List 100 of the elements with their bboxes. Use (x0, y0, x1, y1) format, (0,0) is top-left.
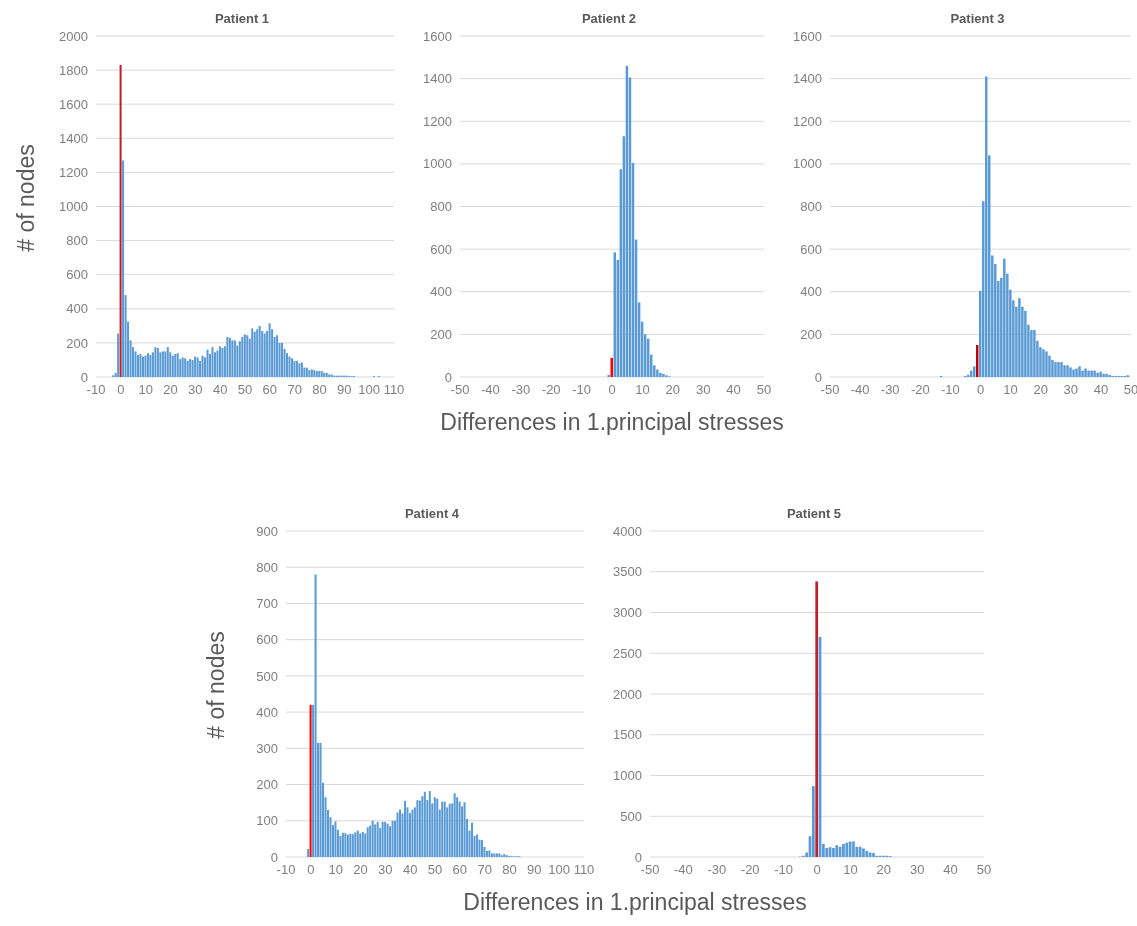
bar (490, 853, 493, 857)
bar (436, 798, 439, 857)
bar (475, 834, 479, 857)
y-tick-label: 1400 (423, 71, 452, 87)
x-tick-label: 20 (163, 382, 178, 398)
bar (381, 821, 384, 857)
bar (166, 347, 169, 377)
bar (428, 791, 431, 857)
bar (119, 64, 122, 377)
bar (268, 323, 271, 377)
bar (136, 354, 140, 377)
x-tick-label: 60 (262, 382, 278, 398)
bar (1045, 351, 1048, 377)
bar (421, 796, 424, 857)
x-tick-label: 50 (237, 382, 253, 398)
bar (1060, 362, 1063, 377)
x-tick-label: 110 (383, 382, 405, 398)
x-tick-label: -20 (740, 862, 760, 878)
y-tick-label: 0 (634, 849, 642, 865)
x-tick-label: -30 (880, 382, 900, 398)
x-tick-label: 0 (976, 382, 985, 398)
y-tick-label: 500 (620, 808, 642, 824)
bar (865, 850, 869, 857)
bar (656, 369, 659, 377)
bar (1051, 359, 1054, 377)
x-tick-label: 10 (328, 862, 343, 878)
bar (852, 841, 855, 857)
bar (164, 351, 167, 377)
y-tick-label: 1200 (793, 113, 822, 129)
y-tick-label: 600 (800, 241, 822, 257)
bar (218, 346, 221, 377)
bar (261, 330, 264, 377)
bar (376, 821, 379, 857)
bar (398, 809, 402, 857)
x-tick-label: 30 (378, 862, 393, 878)
bar (448, 803, 451, 857)
y-tick-label: 1000 (793, 156, 822, 172)
y-tick-label: 2500 (613, 645, 642, 661)
bar (314, 574, 317, 857)
bar (211, 347, 214, 377)
y-tick-label: 0 (444, 369, 452, 385)
x-tick-label: 110 (573, 862, 595, 878)
x-tick-label: 10 (843, 862, 858, 878)
x-tick-label: 20 (876, 862, 892, 878)
bar (1063, 365, 1066, 377)
bar (1024, 310, 1027, 377)
bar (1048, 355, 1051, 377)
bar (1093, 370, 1096, 377)
bar (396, 812, 399, 857)
y-tick-label: 100 (256, 813, 278, 829)
bar (1090, 370, 1093, 377)
x-tick-label: 20 (1033, 382, 1048, 398)
bar (1105, 373, 1108, 377)
bar (246, 335, 249, 377)
bar (607, 374, 610, 377)
x-tick-label: -10 (774, 862, 793, 878)
bar (1069, 367, 1072, 377)
bar (610, 357, 613, 377)
bar (117, 333, 120, 377)
x-tick-label: 30 (909, 862, 925, 878)
bar (811, 786, 815, 857)
y-tick-label: 200 (430, 326, 452, 342)
y-tick-label: 400 (66, 301, 88, 317)
bar (461, 806, 464, 857)
chart-title: Patient 3 (949, 10, 1006, 28)
x-tick-label: -20 (910, 382, 930, 398)
y-tick-label: 4000 (613, 523, 642, 539)
y-tick-label: 800 (256, 559, 278, 575)
bar (1033, 330, 1036, 377)
bar (842, 843, 845, 857)
x-tick-label: 90 (337, 382, 352, 398)
x-tick-label: -10 (572, 382, 591, 398)
x-tick-label: 30 (695, 382, 711, 398)
y-tick-label: 800 (800, 199, 822, 215)
bar (216, 350, 219, 377)
bar (471, 822, 474, 857)
x-tick-label: 80 (502, 862, 517, 878)
y-tick-label: 1200 (423, 113, 452, 129)
bar (1081, 370, 1084, 377)
x-tick-label: 80 (312, 382, 327, 398)
bar (456, 797, 459, 857)
bar (371, 820, 374, 857)
bar (253, 331, 256, 377)
bar (285, 353, 289, 377)
chart-title: Patient 4 (403, 505, 461, 523)
x-tick-label: 40 (402, 862, 418, 878)
bar (171, 355, 174, 377)
y-tick-label: 1000 (423, 156, 452, 172)
x-tick-label: 40 (726, 382, 741, 398)
y-axis-title: # of nodes (202, 631, 230, 739)
x-tick-label: 60 (452, 862, 468, 878)
x-tick-label: 40 (943, 862, 958, 878)
bar (201, 355, 204, 377)
x-tick-label: -50 (450, 382, 470, 398)
y-tick-label: 700 (256, 596, 278, 612)
y-tick-label: 2000 (613, 686, 642, 702)
bar (1042, 349, 1045, 377)
y-tick-label: 200 (66, 335, 88, 351)
y-tick-label: 1600 (423, 28, 452, 44)
bar (238, 341, 241, 377)
